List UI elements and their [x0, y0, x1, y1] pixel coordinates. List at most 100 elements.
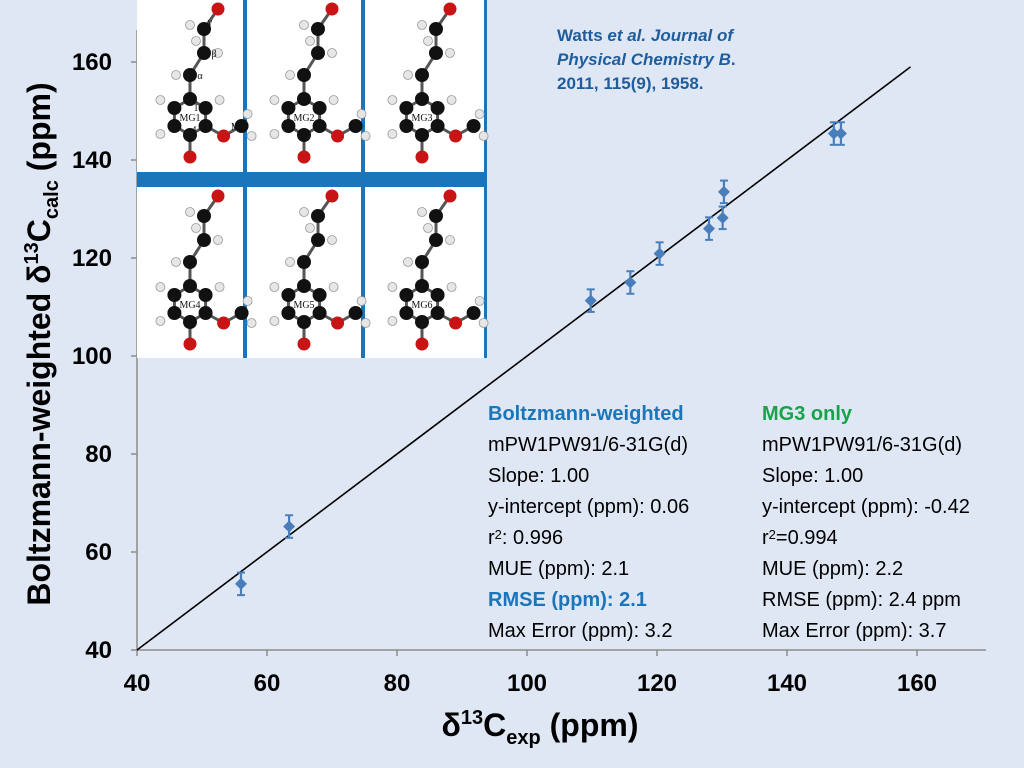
carbon-atom [415, 68, 429, 82]
data-point [703, 216, 715, 241]
hydrogen-atom [478, 131, 489, 141]
hydrogen-atom [285, 70, 295, 80]
stats-boltzmann-mue: MUE (ppm): 2.1 [488, 558, 630, 580]
carbon-atom [281, 306, 296, 320]
y-tick-label: 140 [72, 147, 112, 174]
hydrogen-atom [356, 296, 367, 306]
hydrogen-atom [269, 95, 280, 105]
carbon-atom [167, 288, 182, 302]
stats-boltzmann-max-error: Max Error (ppm): 3.2 [488, 620, 673, 642]
carbon-atom [198, 288, 213, 302]
carbon-atom [183, 255, 197, 269]
carbon-atom [348, 306, 363, 320]
oxygen-atom [325, 189, 339, 203]
hydrogen-atom [185, 20, 195, 30]
atom-label: α [197, 71, 203, 82]
x-tick-label: 140 [767, 670, 807, 697]
hydrogen-atom [474, 296, 485, 306]
atom-label: γ [207, 17, 213, 28]
stats-mg3: MG3 only mPW1PW91/6-31G(d) Slope: 1.00 y… [762, 399, 970, 647]
stats-mg3-r2: r2=0.994 [762, 527, 838, 549]
data-point [717, 179, 730, 205]
carbon-atom [183, 315, 197, 329]
stats-mg3-title: MG3 only [762, 403, 853, 425]
x-tick-label: 80 [384, 670, 411, 697]
stats-boltzmann: Boltzmann-weighted mPW1PW91/6-31G(d) Slo… [488, 399, 689, 647]
hydrogen-atom [478, 318, 489, 328]
panel-divider-horizontal [137, 172, 486, 187]
carbon-atom [297, 255, 311, 269]
conformer-label: MG5 [293, 300, 314, 311]
atom-label: 5 [174, 122, 179, 133]
data-point [827, 121, 840, 146]
stats-boltzmann-method: mPW1PW91/6-31G(d) [488, 434, 689, 456]
carbon-atom [312, 119, 327, 133]
conformer-label: MG2 [293, 113, 314, 124]
hydrogen-atom [213, 235, 223, 245]
atom-label: Me [231, 122, 245, 133]
oxygen-atom [297, 337, 311, 351]
oxygen-atom [297, 150, 311, 164]
hydrogen-atom [328, 282, 339, 292]
hydrogen-atom [242, 109, 253, 119]
hydrogen-atom [387, 95, 398, 105]
point-marker [624, 276, 637, 289]
hydrogen-atom [360, 131, 371, 141]
data-point [283, 514, 296, 539]
carbon-atom [429, 22, 443, 36]
carbon-atom [415, 315, 429, 329]
hydrogen-atom [387, 129, 398, 139]
hydrogen-atom [327, 48, 337, 58]
conformer-label: MG4 [179, 300, 200, 311]
carbon-atom [430, 101, 445, 115]
oxygen-atom [331, 129, 345, 143]
carbon-atom [429, 233, 443, 247]
carbon-atom [399, 101, 414, 115]
citation-journal: Journal of Physical Chemistry B [557, 26, 734, 69]
data-point [584, 288, 597, 313]
hydrogen-atom [214, 95, 225, 105]
carbon-atom [198, 119, 213, 133]
carbon-atom [311, 209, 325, 223]
oxygen-atom [183, 337, 197, 351]
hydrogen-atom [403, 70, 413, 80]
atom-label: 3 [201, 122, 206, 133]
point-marker [703, 222, 715, 235]
x-tick-label: 120 [637, 670, 677, 697]
hydrogen-atom [423, 36, 433, 46]
carbon-atom [234, 119, 249, 133]
carbon-atom [399, 288, 414, 302]
atom-label: 2 [201, 104, 206, 115]
hydrogen-atom [191, 36, 201, 46]
carbon-atom [429, 209, 443, 223]
carbon-atom [297, 92, 311, 106]
hydrogen-atom [417, 20, 427, 30]
y-tick-label: 100 [72, 343, 112, 370]
stats-mg3-mue: MUE (ppm): 2.2 [762, 558, 904, 580]
hydrogen-atom [155, 95, 166, 105]
point-marker [584, 294, 597, 307]
hydrogen-atom [387, 316, 398, 326]
hydrogen-atom [327, 235, 337, 245]
conformer-mg4: MG4 [155, 189, 257, 351]
conformer-label: MG6 [411, 300, 432, 311]
carbon-atom [198, 306, 213, 320]
carbon-atom [197, 22, 211, 36]
carbon-atom [197, 233, 211, 247]
x-tick-label: 160 [897, 670, 937, 697]
conformer-mg2: MG2 [269, 2, 371, 164]
atom-label: 1 [194, 103, 199, 114]
stats-boltzmann-r2: r2: 0.996 [488, 527, 564, 549]
conformer-mg6: MG6 [387, 189, 489, 351]
carbon-atom [399, 119, 414, 133]
citation-etal: et al. [607, 26, 647, 45]
point-marker [716, 211, 729, 224]
hydrogen-atom [446, 95, 457, 105]
hydrogen-atom [474, 109, 485, 119]
hydrogen-atom [269, 129, 280, 139]
panel-divider-right [484, 0, 487, 358]
data-points [235, 121, 847, 597]
stats-mg3-method: mPW1PW91/6-31G(d) [762, 434, 963, 456]
stats-mg3-max-error: Max Error (ppm): 3.7 [762, 620, 947, 642]
carbon-atom [297, 68, 311, 82]
